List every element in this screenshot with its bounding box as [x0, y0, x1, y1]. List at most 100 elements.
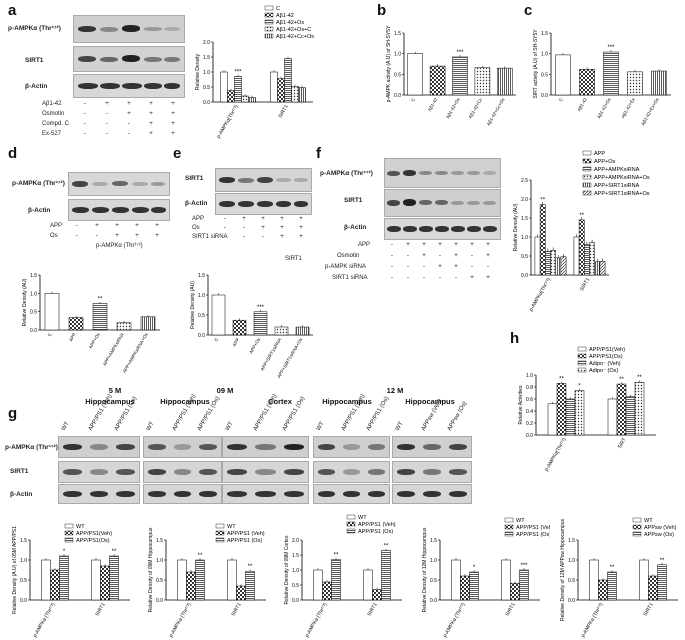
- condition-sign: -: [454, 274, 458, 281]
- condition-sign: +: [486, 241, 490, 248]
- condition-sign: -: [105, 130, 109, 137]
- blot-strip: [313, 436, 390, 458]
- bar: [177, 559, 187, 601]
- bar: [578, 219, 585, 276]
- significance-marker: ***: [456, 50, 464, 56]
- x-tick-label: p-AMPKα (Thr¹⁷²): [442, 602, 467, 638]
- bar: [381, 550, 391, 601]
- legend-label: APP/PS1 (Veh): [358, 522, 396, 528]
- bar: [284, 58, 292, 103]
- legend-label: APP/PS1(Os): [589, 354, 623, 360]
- lane-label: WT: [315, 420, 326, 432]
- significance-marker: **: [660, 558, 665, 564]
- legend-label: APP+SIRT1siRNA: [594, 183, 640, 189]
- bar: [616, 383, 627, 436]
- legend-swatch: [215, 523, 225, 529]
- condition-sign: -: [390, 274, 394, 281]
- panel-label-f: f: [316, 145, 321, 162]
- legend-swatch: [504, 524, 514, 530]
- lane-label: WT: [224, 420, 235, 432]
- bar: [59, 555, 69, 601]
- blot-strip: [222, 461, 309, 483]
- y-axis-label: Relative Density of 09M Cortex: [284, 535, 290, 604]
- blot-label-pampk: p-AMPKα (Thr¹⁷²): [8, 25, 61, 32]
- legend-swatch: [264, 5, 274, 11]
- y-tick-label: 0.0: [568, 598, 575, 604]
- legend-label: APP/PS1 (Veh): [227, 531, 265, 537]
- blot-strip: [143, 461, 222, 483]
- y-tick-label: 1.0: [30, 291, 37, 297]
- x-tick-label: Aβ1-42: [427, 97, 439, 113]
- bar: [295, 326, 310, 336]
- bar: [277, 78, 285, 103]
- y-tick-label: 2.0: [521, 197, 528, 203]
- lane-label: WT: [394, 420, 405, 432]
- y-tick-label: 0.5: [20, 578, 27, 584]
- x-tick-label: C: [410, 96, 416, 102]
- bar: [603, 51, 619, 96]
- condition-sign: -: [75, 232, 79, 239]
- legend-swatch: [632, 524, 642, 530]
- bar: [460, 575, 470, 601]
- legend-swatch: [582, 190, 592, 196]
- y-axis-label: Relative Density of 12M APPsw Hippocampu…: [560, 519, 566, 621]
- condition-sign: +: [280, 233, 284, 240]
- bar: [452, 56, 468, 96]
- condition-sign: +: [171, 120, 175, 127]
- y-tick-label: 0.5: [292, 583, 299, 589]
- y-tick-label: 0.0: [521, 273, 528, 279]
- x-tick-label: p-AMPKα(Thr¹⁷²): [528, 277, 552, 313]
- bar: [363, 569, 373, 601]
- blot-label-pampk: p-AMPKα (Thr¹⁷²): [320, 170, 373, 177]
- y-tick-label: 0.5: [430, 578, 437, 584]
- bar: [550, 250, 556, 276]
- y-axis-label: p-AMPK activity (A.U) of SH-SY5Y: [386, 25, 392, 102]
- condition-sign: -: [75, 222, 79, 229]
- legend-label: APP: [594, 151, 605, 157]
- blot-label-sirt1: SIRT1: [344, 197, 363, 204]
- age-label: 5 M: [108, 386, 122, 395]
- panel-label-b: b: [377, 2, 387, 19]
- significance-marker: **: [334, 553, 339, 559]
- y-tick-label: 0.5: [568, 578, 575, 584]
- significance-marker: ***: [234, 70, 242, 76]
- y-tick-label: 1.5: [203, 55, 210, 61]
- bar: [234, 76, 242, 103]
- legend-label: APPsw (Os): [644, 532, 674, 538]
- condition-sign: +: [422, 252, 426, 259]
- region-label: Hippocampus: [85, 397, 135, 406]
- legend-swatch: [632, 531, 642, 537]
- condition-sign: +: [149, 110, 153, 117]
- condition-sign: +: [127, 100, 131, 107]
- condition-sign: -: [406, 263, 410, 270]
- bar: [313, 569, 323, 601]
- bar: [547, 403, 558, 436]
- legend-swatch: [215, 537, 225, 543]
- condition-sign: +: [299, 233, 303, 240]
- y-tick-label: 0.5: [198, 313, 205, 319]
- condition-sign: -: [438, 252, 442, 259]
- bar: [451, 559, 461, 601]
- y-tick-label: 1.0: [568, 558, 575, 564]
- condition-sign: -: [438, 274, 442, 281]
- significance-marker: **: [619, 377, 624, 383]
- blot-label-pampk: p-AMPKα (Thr¹⁷²): [5, 444, 58, 451]
- legend-swatch: [346, 528, 356, 534]
- bar: [607, 571, 617, 601]
- y-axis-label: Relative Density (AU): [190, 281, 196, 329]
- condition-sign: +: [454, 252, 458, 259]
- bar: [298, 87, 306, 103]
- bar: [539, 204, 546, 276]
- legend-swatch: [577, 360, 587, 366]
- condition-sign: -: [105, 120, 109, 127]
- condition-sign: -: [470, 252, 474, 259]
- y-tick-label: 0.8: [526, 385, 533, 391]
- blot-strip: [215, 168, 312, 192]
- legend-swatch: [264, 19, 274, 25]
- condition-label: Compd. C: [42, 121, 70, 127]
- condition-sign: -: [486, 263, 490, 270]
- y-tick-label: 0.0: [526, 433, 533, 439]
- x-tick-label: SIRT1: [230, 602, 242, 617]
- blot-strip: [392, 436, 472, 458]
